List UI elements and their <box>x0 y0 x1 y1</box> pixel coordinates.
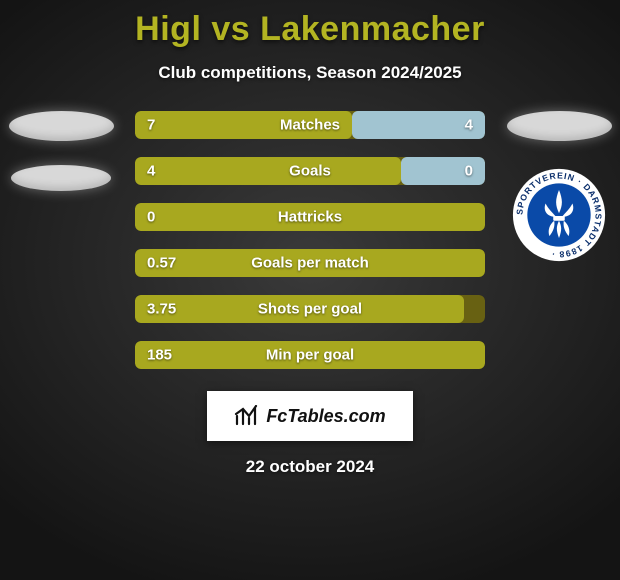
stat-label: Hattricks <box>135 209 485 226</box>
stat-row: Matches7 4 <box>135 111 485 139</box>
stat-row: Min per goal185 <box>135 341 485 369</box>
stat-label: Matches <box>135 117 485 134</box>
page-subtitle: Club competitions, Season 2024/2025 <box>158 63 461 83</box>
stat-value-right: 0 <box>465 163 473 180</box>
player-photo-placeholder-right <box>507 111 612 141</box>
brand-chart-icon <box>234 405 260 427</box>
club-crest-right: SPORTVEREIN · DARMSTADT 1898 · <box>509 165 609 265</box>
page-title: Higl vs Lakenmacher <box>135 10 485 49</box>
main-row: Matches74Goals40Hattricks0Goals per matc… <box>0 111 620 369</box>
content-container: Higl vs Lakenmacher Club competitions, S… <box>0 0 620 580</box>
stat-label: Min per goal <box>135 347 485 364</box>
stat-row: Hattricks0 <box>135 203 485 231</box>
footer-date: 22 october 2024 <box>246 457 375 477</box>
stat-value-left: 4 <box>147 163 155 180</box>
stat-label: Goals <box>135 163 485 180</box>
footer-brand-box: FcTables.com <box>207 391 413 441</box>
stat-row: Goals per match0.57 <box>135 249 485 277</box>
stat-value-left: 0.57 <box>147 255 176 272</box>
stat-value-left: 7 <box>147 117 155 134</box>
footer-brand-text: FcTables.com <box>266 406 385 427</box>
stat-label: Shots per goal <box>135 301 485 318</box>
club-badge-placeholder-left <box>11 165 111 191</box>
stat-label: Goals per match <box>135 255 485 272</box>
stat-value-left: 0 <box>147 209 155 226</box>
stat-rows: Matches74Goals40Hattricks0Goals per matc… <box>135 111 485 369</box>
stat-row: Shots per goal3.75 <box>135 295 485 323</box>
darmstadt-crest-icon: SPORTVEREIN · DARMSTADT 1898 · <box>511 167 607 263</box>
player-photo-placeholder-left <box>9 111 114 141</box>
left-side-column <box>5 111 117 191</box>
stat-value-left: 3.75 <box>147 301 176 318</box>
stat-value-left: 185 <box>147 347 172 364</box>
stat-value-right: 4 <box>465 117 473 134</box>
right-side-column: SPORTVEREIN · DARMSTADT 1898 · <box>503 111 615 265</box>
stat-row: Goals4 0 <box>135 157 485 185</box>
